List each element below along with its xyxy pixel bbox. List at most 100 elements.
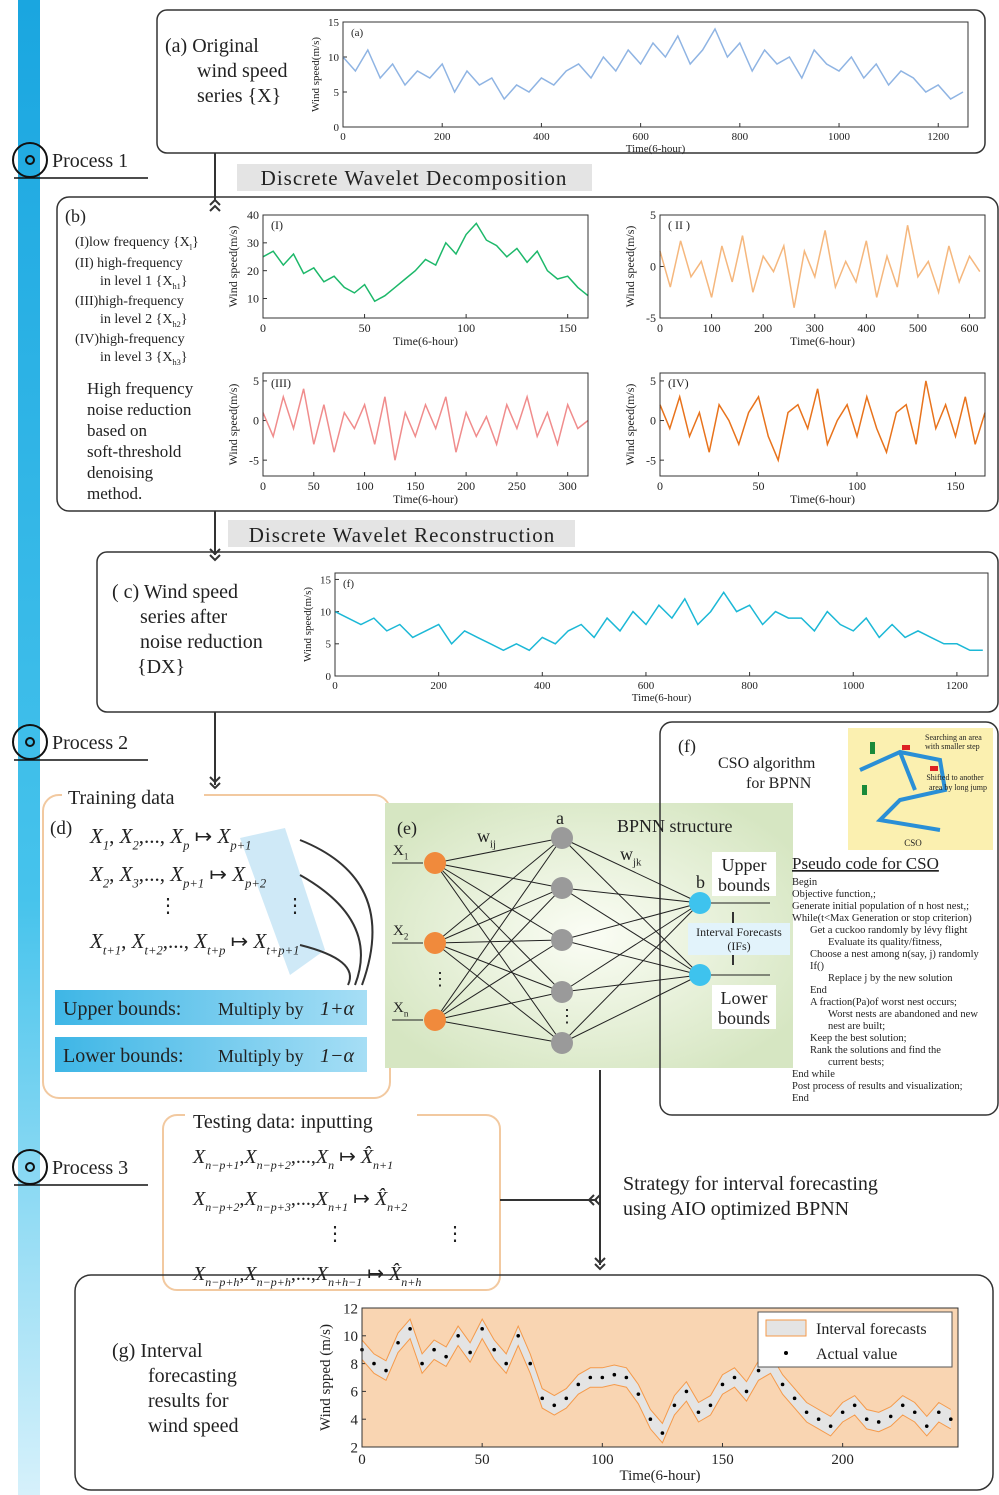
text: , xyxy=(109,862,120,886)
label: Wind speed(m/s) xyxy=(623,384,637,466)
label: Multiply by xyxy=(218,1046,304,1066)
series-line xyxy=(342,27,964,101)
actual-point xyxy=(624,1375,629,1380)
label: High frequency xyxy=(87,379,194,398)
label: ⋮ xyxy=(558,1006,576,1026)
label: 600 xyxy=(638,680,655,692)
text: } xyxy=(181,350,188,365)
actual-point xyxy=(744,1389,749,1394)
label: denoising xyxy=(87,463,154,482)
hidden-node xyxy=(551,1032,573,1054)
actual-point xyxy=(900,1403,905,1408)
text: , xyxy=(109,824,120,848)
label: (IV) xyxy=(668,376,689,390)
text: ↦ xyxy=(348,1188,375,1210)
label: Testing data: inputting xyxy=(193,1111,373,1133)
actual-point xyxy=(396,1340,400,1345)
label: ( c) Wind speed xyxy=(112,581,238,603)
text: ↦ xyxy=(334,1146,361,1168)
label: 150 xyxy=(711,1452,734,1468)
process-marker xyxy=(12,724,48,760)
plot-frame xyxy=(659,214,986,319)
label: 5 xyxy=(253,374,259,388)
label: 200 xyxy=(754,321,772,335)
label: Objective function,; xyxy=(792,889,876,900)
edge xyxy=(434,939,563,1021)
subscript: t+p xyxy=(207,943,225,957)
label: 1000 xyxy=(842,680,865,692)
label: Process 2 xyxy=(52,732,128,754)
label: (d) xyxy=(50,818,72,839)
text: ,..., xyxy=(291,1263,316,1285)
label: Time(6-hour) xyxy=(393,492,458,506)
formula: in level 2 {Xh2} xyxy=(100,312,188,329)
text: in level 1 { xyxy=(100,274,162,289)
interval-band xyxy=(362,1319,951,1443)
label: 10 xyxy=(328,52,340,64)
label: (I) xyxy=(271,218,283,232)
edge xyxy=(434,837,563,1021)
actual-point xyxy=(432,1347,436,1352)
subscript: n−p+h xyxy=(257,1275,291,1289)
subscript: h3 xyxy=(172,358,180,367)
label: 0 xyxy=(358,1452,366,1468)
symbol: w xyxy=(620,844,633,864)
label: area by long jump xyxy=(929,783,987,792)
symbol: X xyxy=(192,1263,206,1285)
actual-point xyxy=(420,1361,424,1366)
label: 300 xyxy=(806,321,824,335)
formula: wjk xyxy=(620,844,642,868)
edge xyxy=(434,1019,563,1044)
input-node xyxy=(424,932,446,954)
text: (II) high-frequency xyxy=(75,256,183,271)
label: Training data xyxy=(68,787,175,809)
label: 1+α xyxy=(320,998,354,1020)
actual-point xyxy=(564,1396,569,1401)
side-bar xyxy=(18,0,40,1495)
label: 10 xyxy=(343,1329,358,1345)
actual-point xyxy=(912,1410,917,1415)
text: , xyxy=(239,1188,244,1210)
actual-point xyxy=(672,1403,677,1408)
frames xyxy=(42,9,999,1491)
label: Wind speed(m/s) xyxy=(623,226,637,308)
label: Time(6-hour) xyxy=(790,492,855,506)
text: ,..., xyxy=(139,862,171,886)
series-line xyxy=(334,590,983,652)
label: Choose a nest among n(say, j) randomly xyxy=(810,949,979,960)
symbol: X xyxy=(192,1188,206,1210)
edge xyxy=(561,902,701,1044)
label: 400 xyxy=(533,131,550,143)
formula: Xn−p+2,Xn−p+3,...,Xn+1 ↦ X̂n+2 xyxy=(192,1187,407,1214)
ifs-bg xyxy=(688,923,790,955)
formula: Xt+1, Xt+2,..., Xt+p ↦ Xt+p+1 xyxy=(89,929,299,957)
label: Begin xyxy=(792,877,818,888)
label: (b) xyxy=(65,206,86,227)
symbol: X xyxy=(89,824,104,848)
text: (IV)high-frequency xyxy=(75,332,185,347)
label: Actual value xyxy=(816,1346,897,1363)
edge xyxy=(561,902,701,941)
edge xyxy=(561,974,701,1044)
label: Time(6-hour) xyxy=(626,143,686,155)
actual-point xyxy=(612,1372,617,1377)
text: ,..., xyxy=(163,929,195,953)
label: 250 xyxy=(508,479,526,493)
label: -5 xyxy=(646,311,656,325)
subscript: n xyxy=(404,1009,409,1019)
label: 0 xyxy=(334,122,340,134)
actual-point xyxy=(708,1403,713,1408)
label: End xyxy=(792,1093,810,1104)
text: ↦ xyxy=(225,929,253,953)
subscript: jk xyxy=(632,856,642,868)
symbol: w xyxy=(477,826,490,846)
label: Evaluate its quality/fitness, xyxy=(828,937,942,948)
label: 1−α xyxy=(320,1045,354,1067)
text: } xyxy=(181,312,188,327)
label: 200 xyxy=(457,479,475,493)
title-bg xyxy=(185,1104,417,1126)
text: } xyxy=(192,235,199,250)
label: ( II ) xyxy=(668,218,690,232)
symbol: X xyxy=(243,1263,257,1285)
label: (a) Original xyxy=(165,35,259,57)
